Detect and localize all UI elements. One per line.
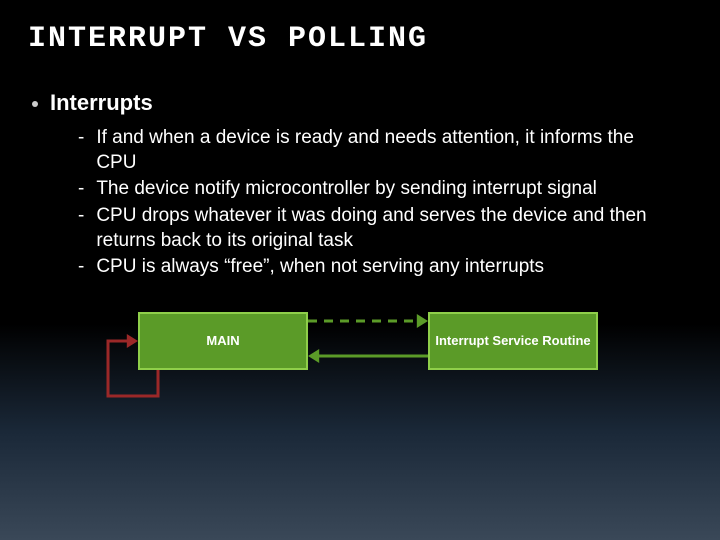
dash-icon: - — [78, 204, 84, 253]
node-isr: Interrupt Service Routine — [428, 312, 598, 370]
node-main-label: MAIN — [206, 333, 239, 349]
arrows-overlay — [0, 308, 720, 438]
node-isr-label: Interrupt Service Routine — [435, 333, 590, 349]
list-item: - If and when a device is ready and need… — [78, 126, 672, 175]
dash-icon: - — [78, 126, 84, 175]
list-item: - CPU drops whatever it was doing and se… — [78, 204, 672, 253]
page-title: INTERRUPT VS POLLING — [0, 0, 720, 56]
flow-diagram: MAIN Interrupt Service Routine — [0, 308, 720, 438]
node-main: MAIN — [138, 312, 308, 370]
bullet-text: CPU is always “free”, when not serving a… — [96, 255, 672, 280]
subtitle: Interrupts — [50, 90, 153, 116]
subtitle-row: Interrupts — [0, 56, 720, 116]
dash-icon: - — [78, 255, 84, 280]
bullet-text: CPU drops whatever it was doing and serv… — [96, 204, 672, 253]
bullet-text: The device notify microcontroller by sen… — [96, 177, 672, 202]
bullet-dot-icon — [32, 101, 38, 107]
bullet-list: - If and when a device is ready and need… — [0, 116, 720, 280]
list-item: - CPU is always “free”, when not serving… — [78, 255, 672, 280]
list-item: - The device notify microcontroller by s… — [78, 177, 672, 202]
bullet-text: If and when a device is ready and needs … — [96, 126, 672, 175]
dash-icon: - — [78, 177, 84, 202]
